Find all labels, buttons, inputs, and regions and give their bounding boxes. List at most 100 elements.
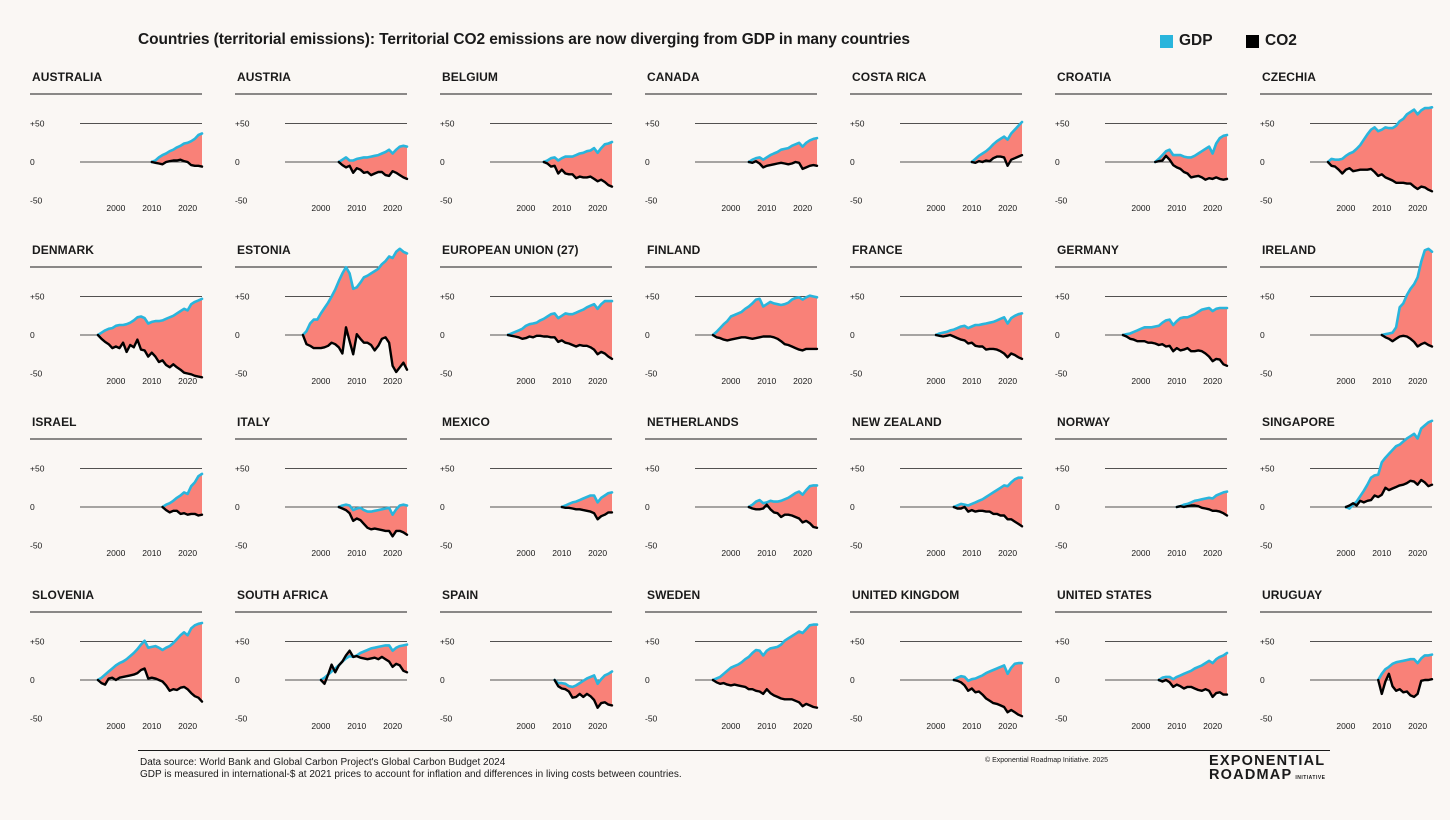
panel-chart: +50 0 -50 2000 2010 2020	[30, 611, 204, 731]
x-tick-label: 2000	[311, 548, 330, 558]
panel-singapore: SINGAPORE +50 0 -50 2000 2010 2020	[1260, 415, 1440, 558]
y-tick-label: 0	[645, 157, 650, 167]
y-tick-label: +50	[235, 637, 250, 647]
y-tick-label: -50	[1055, 714, 1068, 724]
y-tick-label: 0	[440, 675, 445, 685]
gdp-series-line	[952, 476, 1024, 509]
y-tick-label: 0	[645, 502, 650, 512]
x-tick-label: 2000	[311, 203, 330, 213]
x-tick-label: 2010	[347, 548, 366, 558]
x-tick-label: 2010	[962, 721, 981, 731]
y-tick-label: +50	[1260, 637, 1275, 647]
co2-series-line	[1326, 160, 1434, 193]
y-tick-label: +50	[850, 119, 865, 129]
x-tick-label: 2010	[757, 548, 776, 558]
x-tick-label: 2000	[721, 721, 740, 731]
x-tick-label: 2020	[178, 548, 197, 558]
y-tick-label: +50	[1260, 292, 1275, 302]
y-tick-label: 0	[850, 157, 855, 167]
co2-series-line	[711, 678, 819, 709]
y-tick-label: +50	[850, 464, 865, 474]
co2-series-line	[319, 649, 409, 685]
panel-belgium: BELGIUM +50 0 -50 2000 2010 2020	[440, 70, 620, 213]
y-tick-label: 0	[850, 330, 855, 340]
panel-australia: AUSTRALIA +50 0 -50 2000 2010 2020	[30, 70, 210, 213]
x-tick-label: 2000	[516, 203, 535, 213]
x-tick-label: 2020	[998, 376, 1017, 386]
panel-uruguay: URUGUAY +50 0 -50 2000 2010 2020	[1260, 588, 1440, 731]
x-tick-label: 2020	[383, 548, 402, 558]
country-name: CANADA	[647, 70, 700, 84]
x-tick-label: 2000	[926, 721, 945, 731]
gdp-series-line	[711, 294, 819, 337]
y-tick-label: 0	[440, 502, 445, 512]
y-tick-label: 0	[645, 330, 650, 340]
country-name: ESTONIA	[237, 243, 291, 257]
gdp-series-line	[150, 132, 204, 164]
gdp-series-line	[1121, 306, 1229, 337]
gap-area	[507, 301, 612, 359]
x-tick-label: 2010	[1167, 203, 1186, 213]
x-tick-label: 2010	[552, 203, 571, 213]
country-name: SLOVENIA	[32, 588, 95, 602]
logo-sub: INITIATIVE	[1295, 775, 1326, 781]
panel-norway: NORWAY +50 0 -50 2000 2010 2020	[1055, 415, 1235, 558]
x-tick-label: 2000	[1131, 376, 1150, 386]
country-name: AUSTRIA	[237, 70, 292, 84]
gap-area	[1122, 308, 1227, 366]
y-tick-label: -50	[30, 541, 43, 551]
x-tick-label: 2020	[178, 203, 197, 213]
panel-chart: +50 0 -50 2000 2010 2020	[440, 266, 614, 386]
x-tick-label: 2000	[1336, 548, 1355, 558]
x-tick-label: 2010	[142, 721, 161, 731]
chart-title: Countries (territorial emissions): Terri…	[138, 31, 910, 48]
x-tick-label: 2020	[998, 203, 1017, 213]
x-tick-label: 2000	[721, 203, 740, 213]
x-tick-label: 2010	[962, 203, 981, 213]
gap-area	[748, 485, 817, 528]
country-name: CZECHIA	[1262, 70, 1317, 84]
country-name: SPAIN	[442, 588, 479, 602]
panel-south-africa: SOUTH AFRICA +50 0 -50 2000 2010 2020	[235, 588, 415, 731]
gdp-series-line	[952, 661, 1024, 683]
y-tick-label: -50	[440, 541, 453, 551]
x-tick-label: 2020	[793, 721, 812, 731]
gap-area	[543, 142, 612, 187]
y-tick-label: -50	[30, 369, 43, 379]
legend-gdp: GDP	[1160, 31, 1213, 51]
y-tick-label: -50	[30, 714, 43, 724]
gap-area	[953, 663, 1022, 717]
gdp-series-line	[1326, 106, 1434, 164]
panel-new-zealand: NEW ZEALAND +50 0 -50 2000 2010 2020	[850, 415, 1030, 558]
panel-chart: +50 0 -50 2000 2010 2020	[850, 93, 1024, 213]
gap-area	[97, 623, 202, 702]
country-name: SOUTH AFRICA	[237, 588, 329, 602]
x-tick-label: 2010	[1372, 203, 1391, 213]
y-tick-label: 0	[235, 502, 240, 512]
panel-chart: +50 0 -50 2000 2010 2020	[235, 93, 409, 213]
panel-chart: +50 0 -50 2000 2010 2020	[850, 438, 1024, 558]
x-tick-label: 2010	[757, 376, 776, 386]
source-line-2: GDP is measured in international-$ at 20…	[140, 769, 682, 780]
x-tick-label: 2000	[1131, 203, 1150, 213]
y-tick-label: +50	[850, 637, 865, 647]
x-tick-label: 2020	[383, 376, 402, 386]
y-tick-label: +50	[235, 119, 250, 129]
legend-gdp-label: GDP	[1179, 32, 1213, 49]
x-tick-label: 2020	[588, 548, 607, 558]
x-tick-label: 2020	[793, 548, 812, 558]
y-tick-label: +50	[1055, 292, 1070, 302]
x-tick-label: 2020	[1203, 721, 1222, 731]
panel-chart: +50 0 -50 2000 2010 2020	[1055, 438, 1229, 558]
panel-chart: +50 0 -50 2000 2010 2020	[440, 438, 614, 558]
panel-mexico: MEXICO +50 0 -50 2000 2010 2020	[440, 415, 620, 558]
y-tick-label: 0	[235, 330, 240, 340]
y-tick-label: +50	[645, 637, 660, 647]
gap-area	[971, 122, 1022, 166]
x-tick-label: 2010	[142, 376, 161, 386]
y-tick-label: 0	[235, 157, 240, 167]
x-tick-label: 2010	[552, 721, 571, 731]
y-tick-label: +50	[440, 637, 455, 647]
panel-chart: +50 0 -50 2000 2010 2020	[30, 266, 204, 386]
panel-chart: +50 0 -50 2000 2010 2020	[235, 247, 409, 386]
